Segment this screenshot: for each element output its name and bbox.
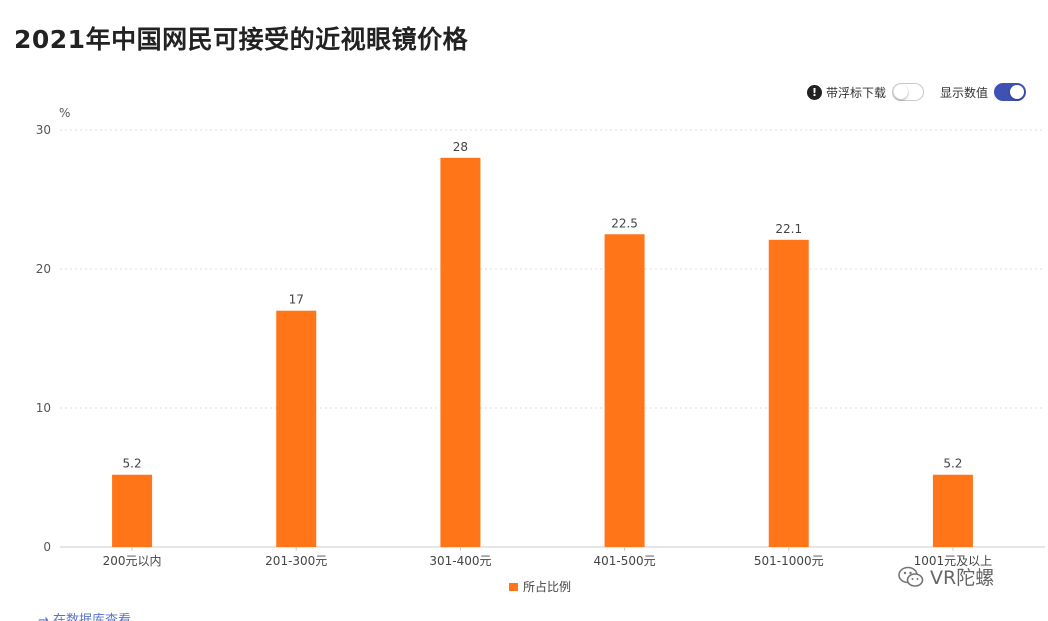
x-tick-label: 501-1000元 — [754, 554, 824, 568]
x-tick-label: 1001元及以上 — [914, 554, 993, 568]
bar[interactable] — [276, 310, 317, 547]
float-download-option: ! 带浮标下载 — [806, 83, 924, 101]
legend-label[interactable]: 所占比例 — [523, 579, 571, 594]
bars: 5.2 17 28 22.5 22.1 5.2 — [112, 140, 973, 548]
wechat-icon — [898, 566, 924, 587]
watermark-text: VR陀螺 — [930, 567, 995, 589]
x-tick-label: 301-400元 — [429, 554, 491, 568]
y-axis-label: % — [59, 106, 70, 120]
page-title: 2021年中国网民可接受的近视眼镜价格 — [14, 25, 469, 54]
database-link[interactable]: → 在数据库查看 — [38, 613, 132, 621]
data-label: 17 — [289, 293, 304, 307]
legend-swatch[interactable] — [509, 583, 518, 591]
legend[interactable]: 所占比例 — [509, 579, 571, 594]
bar[interactable] — [768, 239, 809, 547]
toggle-knob — [893, 85, 908, 99]
show-values-toggle[interactable] — [994, 83, 1026, 101]
show-values-option: 显示数值 — [940, 83, 1026, 101]
toggle-knob — [1010, 85, 1024, 99]
x-tick-label: 200元以内 — [103, 554, 162, 568]
show-values-label: 显示数值 — [939, 85, 988, 100]
data-label: 22.5 — [611, 216, 638, 230]
x-axis: 200元以内 201-300元 301-400元 401-500元 501-1000元 1… — [60, 546, 1045, 568]
info-icon[interactable]: ! — [806, 84, 822, 100]
x-tick-label: 201-300元 — [265, 554, 327, 568]
y-tick-label: 10 — [36, 401, 51, 415]
y-tick-label: 30 — [36, 123, 51, 137]
float-download-label: 带浮标下载 — [825, 85, 886, 100]
y-tick-label: 20 — [36, 262, 51, 276]
float-download-toggle[interactable] — [891, 83, 924, 101]
grid-lines — [60, 129, 1045, 409]
bar[interactable] — [440, 157, 481, 548]
data-label: 22.1 — [775, 222, 802, 236]
bar[interactable] — [112, 474, 153, 547]
bar[interactable] — [604, 234, 645, 547]
y-axis: 0 10 20 30% — [36, 106, 71, 554]
data-label: 28 — [453, 140, 468, 154]
data-label: 5.2 — [943, 457, 962, 471]
chart-toolbar: ! 带浮标下载 显示数值 — [806, 83, 1026, 101]
watermark: VR陀螺 — [898, 563, 994, 590]
x-tick-label: 401-500元 — [594, 554, 656, 568]
data-label: 5.2 — [123, 457, 142, 471]
bar[interactable] — [932, 474, 973, 547]
y-tick-label: 0 — [43, 540, 51, 554]
